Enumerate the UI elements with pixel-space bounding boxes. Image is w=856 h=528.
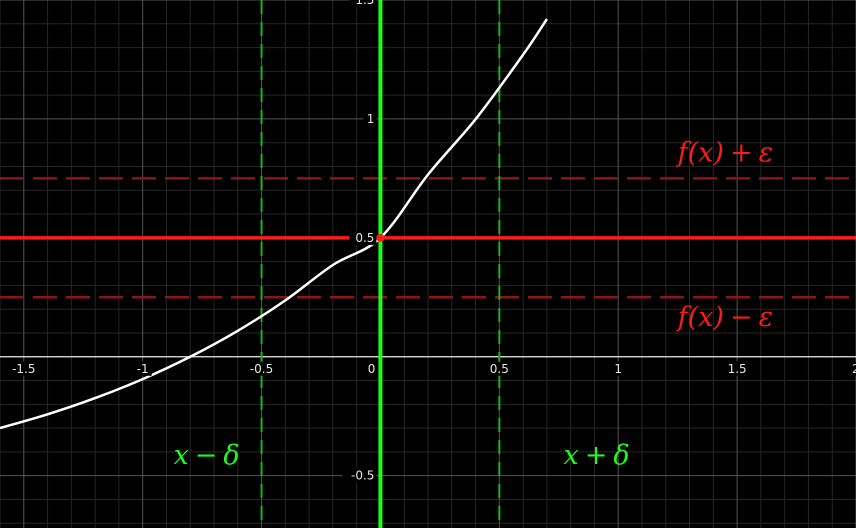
x-tick-label: 2 <box>852 362 856 376</box>
tick-label-background <box>850 361 856 376</box>
x-tick-label: 1.5 <box>728 362 747 376</box>
tick-label-background <box>349 230 377 245</box>
annotations: f(x) + ε f(x) − ε x − δ x + δ <box>174 138 774 471</box>
tick-label-background <box>133 361 152 376</box>
label-x-minus-delta: x − δ <box>174 440 240 471</box>
function-curve <box>0 18 548 430</box>
function-curve-layer <box>0 18 548 430</box>
tick-label-background <box>245 361 278 376</box>
tick-label-background <box>363 111 377 126</box>
label-fx-minus-epsilon: f(x) − ε <box>676 302 773 333</box>
label-fx-plus-epsilon: f(x) + ε <box>676 138 773 169</box>
epsilon-lines <box>0 177 856 299</box>
x-tick-label: -1 <box>137 362 149 376</box>
x-tick-label: 1 <box>614 362 622 376</box>
x-tick-label: -0.5 <box>250 362 273 376</box>
tick-label-background <box>342 468 377 483</box>
tick-labels: -1.5 -1 -0.5 0.5 1 1.5 2 1.5 1 0.5 -0.5 0 <box>7 0 856 483</box>
point-x-fx <box>376 233 385 242</box>
delta-lines <box>260 0 501 528</box>
x-tick-label: -1.5 <box>12 362 35 376</box>
origin-label: 0 <box>368 362 376 376</box>
tick-label-background <box>349 0 377 7</box>
y-tick-label: 0.5 <box>355 231 374 245</box>
tick-label-background <box>724 361 750 376</box>
tick-label-background <box>612 361 624 376</box>
tick-label-background <box>7 361 40 376</box>
tick-label-background <box>486 361 512 376</box>
y-tick-label: -0.5 <box>351 469 374 483</box>
y-tick-label: 1.5 <box>355 0 374 7</box>
x-tick-label: 0.5 <box>490 362 509 376</box>
y-tick-label: 1 <box>367 112 375 126</box>
label-x-plus-delta: x + δ <box>564 440 630 471</box>
